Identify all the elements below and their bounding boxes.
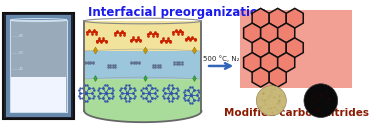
Polygon shape bbox=[84, 21, 201, 51]
Polygon shape bbox=[269, 38, 286, 58]
Polygon shape bbox=[252, 67, 269, 87]
Polygon shape bbox=[243, 23, 261, 43]
Text: Interfacial preorganization: Interfacial preorganization bbox=[88, 6, 266, 19]
Polygon shape bbox=[84, 51, 201, 79]
Polygon shape bbox=[252, 8, 269, 28]
FancyBboxPatch shape bbox=[6, 15, 71, 117]
FancyBboxPatch shape bbox=[240, 10, 352, 88]
FancyBboxPatch shape bbox=[10, 20, 67, 112]
Circle shape bbox=[256, 86, 287, 116]
Circle shape bbox=[304, 84, 338, 118]
Text: 40: 40 bbox=[19, 67, 24, 71]
Polygon shape bbox=[269, 67, 286, 87]
Text: 80: 80 bbox=[19, 34, 24, 38]
Polygon shape bbox=[243, 53, 261, 72]
Polygon shape bbox=[252, 38, 269, 58]
Polygon shape bbox=[278, 23, 295, 43]
Polygon shape bbox=[84, 79, 201, 122]
Polygon shape bbox=[261, 53, 278, 72]
Polygon shape bbox=[286, 38, 303, 58]
Polygon shape bbox=[278, 53, 295, 72]
Polygon shape bbox=[269, 8, 286, 28]
Text: 500 °C, N₂: 500 °C, N₂ bbox=[203, 56, 239, 62]
Polygon shape bbox=[286, 8, 303, 28]
FancyBboxPatch shape bbox=[11, 77, 66, 112]
Text: Modified carbon nitrides: Modified carbon nitrides bbox=[224, 108, 369, 118]
Text: 60: 60 bbox=[19, 51, 23, 55]
Polygon shape bbox=[261, 23, 278, 43]
FancyBboxPatch shape bbox=[3, 13, 74, 119]
